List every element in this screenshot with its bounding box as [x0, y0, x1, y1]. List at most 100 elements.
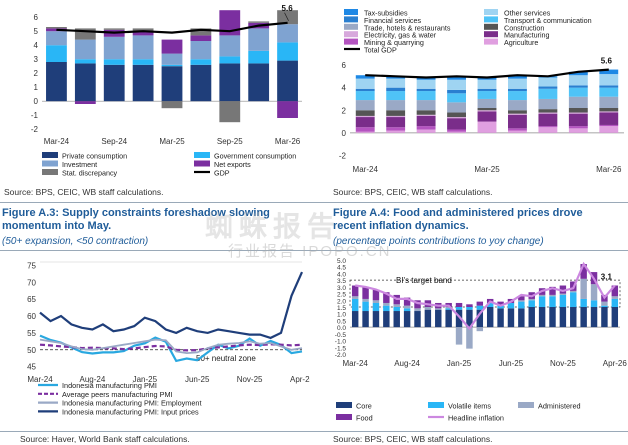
y-tick-label: 70: [27, 278, 36, 287]
legend-swatch: [484, 38, 498, 45]
bar-segment: [277, 60, 298, 102]
legend-swatch: [344, 38, 358, 45]
bar-segment: [568, 75, 588, 86]
bar-segment: [372, 311, 380, 328]
bar-segment: [362, 311, 369, 328]
bar-segment: [132, 31, 154, 36]
bar-segment: [445, 307, 452, 309]
bar-segment: [447, 118, 466, 130]
figure-title: Figure A.3: Supply constraints foreshado…: [2, 207, 270, 233]
bar-segment: [518, 296, 525, 301]
y-tick-label: 4.0: [337, 271, 346, 278]
bar-segment: [355, 88, 375, 92]
bar-segment: [435, 308, 442, 310]
legend-label: Net exports: [214, 160, 251, 169]
bar-segment: [599, 96, 619, 108]
bar-segment: [416, 79, 436, 89]
y-tick-label: 2: [34, 69, 39, 78]
legend-swatch: [194, 160, 210, 167]
x-tick-label: Aug-24: [80, 375, 106, 384]
bar-segment: [74, 39, 96, 60]
bar-segment: [355, 127, 375, 132]
divider: [0, 250, 628, 251]
legend-swatch: [336, 402, 352, 408]
bar-segment: [355, 110, 375, 116]
bar-segment: [601, 301, 608, 306]
y-tick-label: 60: [27, 312, 36, 321]
bar-segment: [580, 307, 587, 328]
bar-segment: [570, 290, 577, 293]
y-tick-label: 6: [34, 13, 39, 22]
bar-segment: [416, 91, 436, 101]
bar-segment: [599, 111, 619, 113]
legend-swatch: [484, 16, 498, 23]
y-tick-label: 65: [27, 295, 36, 304]
bar-segment: [570, 307, 577, 328]
bar-segment: [538, 307, 546, 328]
legend-label: Investment: [62, 160, 97, 169]
legend-label: Core: [356, 402, 372, 411]
bar-segment: [386, 117, 406, 128]
bar-segment: [219, 101, 241, 123]
bar-segment: [447, 129, 466, 132]
series-line: [39, 343, 303, 352]
legend-swatch: [42, 169, 58, 175]
y-tick-label: 3.5: [337, 278, 346, 285]
bar-segment: [538, 126, 558, 128]
legend-swatch: [484, 31, 498, 38]
bar-segment: [477, 91, 497, 99]
bar-segment: [538, 296, 546, 307]
bar-segment: [497, 301, 504, 306]
y-tick-label: -1.5: [335, 345, 347, 352]
bar-segment: [46, 62, 67, 102]
bar-segment: [383, 302, 390, 306]
bar-segment: [414, 311, 421, 328]
bar-segment: [538, 88, 558, 99]
legend-label: Average peers manufacturing PMI: [62, 390, 173, 399]
bar-segment: [568, 108, 588, 113]
bar-segment: [403, 311, 411, 328]
x-tick-label: Nov-25: [237, 375, 263, 384]
bar-segment: [590, 300, 598, 307]
bar-segment: [476, 327, 484, 332]
series-line: [56, 21, 288, 34]
bar-segment: [46, 27, 67, 29]
figure-title-line: momentum into May.: [2, 220, 112, 232]
bar-segment: [403, 308, 411, 312]
bar-segment: [277, 101, 298, 118]
x-tick-label: Nov-25: [550, 359, 576, 368]
bar-segment: [132, 28, 154, 32]
bar-segment: [466, 304, 473, 307]
legend-label: Administered: [538, 402, 581, 411]
y-tick-label: 45: [27, 363, 36, 372]
bar-segment: [46, 45, 67, 62]
bar-segment: [476, 301, 484, 306]
x-tick-label: Mar-26: [275, 137, 301, 146]
legend-swatch: [344, 16, 358, 23]
bar-segment: [403, 305, 411, 309]
y-tick-label: -1.0: [335, 339, 347, 346]
y-tick-label: 4: [34, 41, 39, 50]
bar-segment: [386, 115, 406, 118]
y-tick-label: -2: [339, 151, 347, 160]
bar-segment: [447, 79, 466, 90]
bar-segment: [599, 85, 619, 88]
y-tick-label: 5.0: [337, 258, 346, 265]
bar-segment: [497, 305, 504, 309]
bar-segment: [477, 98, 497, 108]
y-tick-label: 2.5: [337, 292, 346, 299]
figure-subtitle: (50+ expansion, <50 contraction): [2, 236, 149, 247]
bar-segment: [466, 327, 473, 349]
bar-segment: [528, 298, 535, 301]
bar-segment: [508, 114, 527, 129]
bar-segment: [528, 300, 535, 307]
bar-segment: [372, 300, 380, 303]
y-tick-label: 2: [342, 106, 347, 115]
bar-segment: [351, 298, 359, 312]
bar-segment: [466, 307, 473, 310]
legend-swatch: [344, 31, 358, 38]
y-tick-label: 0: [34, 97, 39, 106]
bar-segment: [248, 21, 270, 23]
y-tick-label: -0.5: [335, 332, 347, 339]
bar-segment: [386, 78, 406, 88]
